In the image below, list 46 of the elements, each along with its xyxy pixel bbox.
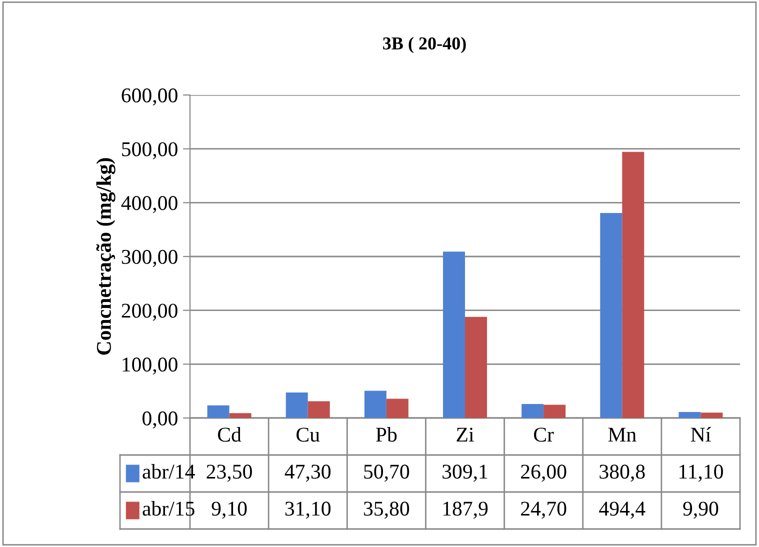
data-label: 309,1 xyxy=(442,464,488,482)
bar xyxy=(364,390,386,418)
bar xyxy=(522,404,544,418)
bar xyxy=(386,398,408,418)
bar xyxy=(600,213,622,418)
data-label: 11,10 xyxy=(680,464,723,482)
data-label: 35,80 xyxy=(364,502,410,519)
y-tick-label: 0,00 xyxy=(142,411,178,428)
y-tick-label: 300,00 xyxy=(122,250,178,267)
data-label: 494,4 xyxy=(599,502,646,519)
data-label: 31,10 xyxy=(285,502,330,519)
bar xyxy=(700,412,723,418)
data-label: 187,9 xyxy=(443,502,488,519)
bar xyxy=(308,401,330,418)
x-tick-label: Cr xyxy=(534,428,554,442)
data-label: 23,50 xyxy=(206,464,252,482)
x-tick-label: Ní xyxy=(690,427,711,442)
legend-label: abr/14 xyxy=(142,464,195,479)
x-tick-label: Zi xyxy=(456,428,474,442)
chart-title: 3B ( 20-40) xyxy=(383,36,466,54)
bar xyxy=(229,413,252,418)
data-label: 50,70 xyxy=(364,464,410,482)
bar xyxy=(207,405,230,418)
bar xyxy=(544,404,566,418)
legend-label: abr/15 xyxy=(142,501,194,516)
bar xyxy=(678,412,701,418)
bar xyxy=(443,252,465,418)
data-label: 47,30 xyxy=(284,464,330,482)
x-tick-label: Cu xyxy=(296,428,320,442)
bar xyxy=(622,152,644,418)
y-tick-label: 600,00 xyxy=(122,88,178,106)
data-label: 9,10 xyxy=(212,502,247,519)
x-tick-label: Pb xyxy=(376,427,397,442)
y-tick-label: 100,00 xyxy=(122,358,178,375)
data-label: 24,70 xyxy=(521,502,566,519)
y-tick-label: 400,00 xyxy=(121,196,178,214)
bar xyxy=(286,392,308,418)
data-label: 380,8 xyxy=(600,464,645,482)
y-tick-label: 200,00 xyxy=(122,304,178,321)
data-label: 9,90 xyxy=(683,502,718,519)
y-tick-label: 500,00 xyxy=(122,142,178,160)
y-axis-title: Concnetração (mg/kg) xyxy=(96,158,116,355)
bar xyxy=(465,316,487,418)
data-label: 26,00 xyxy=(521,464,566,482)
x-tick-label: Cd xyxy=(218,427,242,442)
x-tick-label: Mn xyxy=(608,428,636,442)
